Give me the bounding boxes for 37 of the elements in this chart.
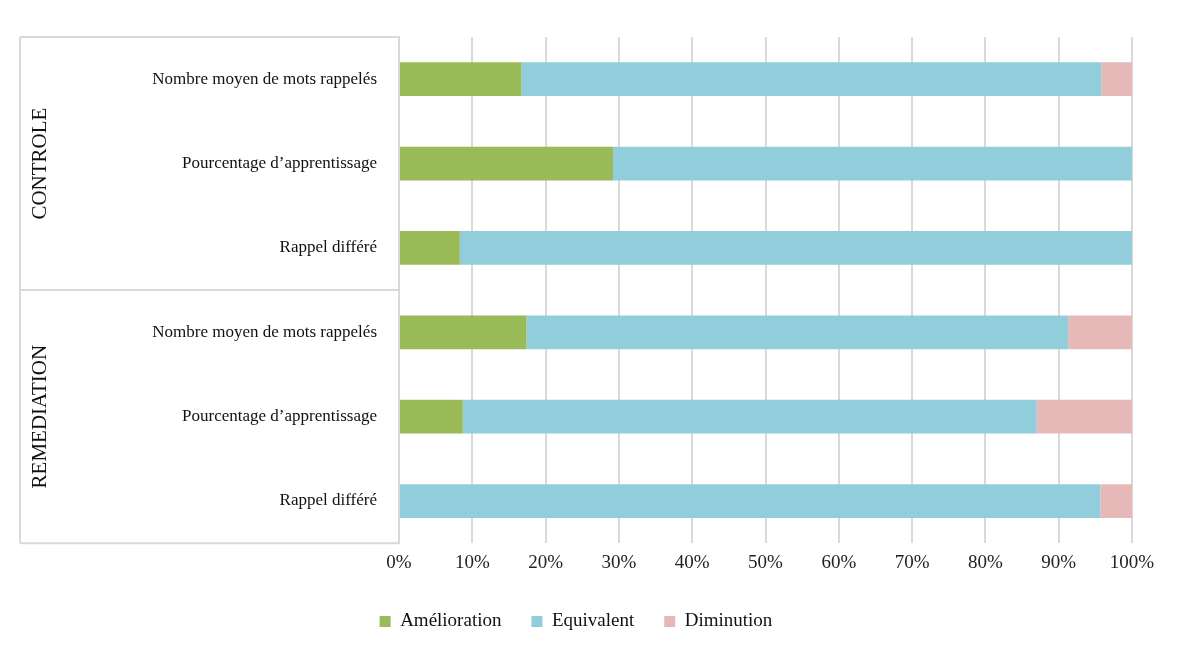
x-tick-label: 70% xyxy=(894,550,930,572)
bar xyxy=(1068,315,1132,350)
legend-label: Equivalent xyxy=(551,609,635,631)
x-tick-label: 0% xyxy=(386,550,412,572)
bar xyxy=(400,62,522,97)
x-tick-label: 80% xyxy=(967,550,1003,572)
bar xyxy=(526,315,1069,350)
text: REMEDIATION xyxy=(26,344,51,489)
bar xyxy=(462,399,1037,434)
x-tick-label: 10% xyxy=(454,550,490,572)
bar xyxy=(400,146,614,181)
bar xyxy=(400,231,460,265)
x-tick-label: 30% xyxy=(601,550,637,572)
bar xyxy=(400,484,1101,518)
x-tick-label: 90% xyxy=(1041,550,1077,572)
x-tick-label: 20% xyxy=(528,550,564,572)
bar xyxy=(1100,484,1132,518)
bar xyxy=(400,315,527,350)
bar xyxy=(1101,62,1132,97)
text: CONTROLE xyxy=(26,107,51,220)
x-tick-label: 60% xyxy=(821,550,857,572)
x-tick-label: 50% xyxy=(748,550,784,572)
y-tick-label: Nombre moyen de mots rappelés xyxy=(152,68,377,88)
x-tick-label: 40% xyxy=(674,550,710,572)
y-tick-label: Nombre moyen de mots rappelés xyxy=(152,321,377,341)
bar xyxy=(1036,399,1132,434)
x-tick-label: 100% xyxy=(1109,550,1155,572)
y-tick-label: Pourcentage d’apprentissage xyxy=(182,406,377,426)
legend-label: Amélioration xyxy=(400,609,502,631)
y-tick-label: Rappel différé xyxy=(279,237,377,257)
legend-label: Diminution xyxy=(684,609,773,631)
y-tick-label: Rappel différé xyxy=(279,490,377,510)
bar xyxy=(521,62,1102,97)
y-tick-label: Pourcentage d’apprentissage xyxy=(182,153,377,173)
bar xyxy=(613,146,1132,181)
bar xyxy=(400,399,463,434)
bar xyxy=(459,231,1132,265)
